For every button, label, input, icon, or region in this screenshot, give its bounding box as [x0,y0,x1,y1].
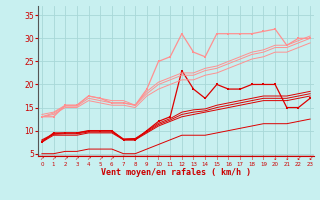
X-axis label: Vent moyen/en rafales ( km/h ): Vent moyen/en rafales ( km/h ) [101,168,251,177]
